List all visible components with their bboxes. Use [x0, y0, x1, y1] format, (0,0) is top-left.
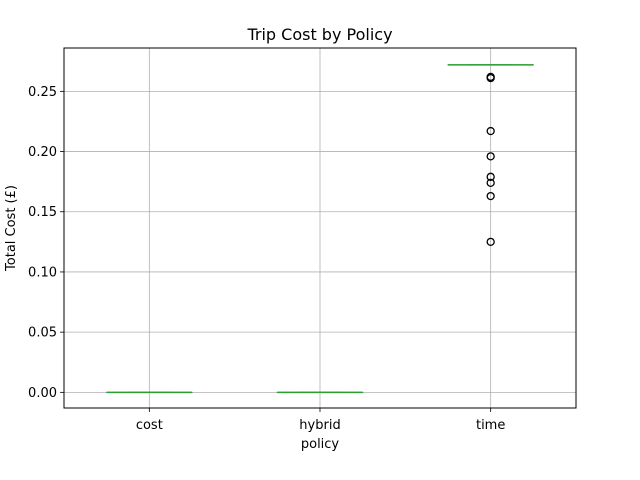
y-tick-label: 0.20: [28, 145, 57, 160]
box-time: [447, 64, 534, 246]
y-tick-label: 0.05: [28, 326, 57, 341]
boxes: [106, 64, 534, 394]
chart-title: Trip Cost by Policy: [246, 25, 392, 44]
outlier-point: [486, 178, 495, 187]
x-tick-label: cost: [136, 418, 163, 433]
outlier-point: [486, 191, 495, 201]
y-tick-label: 0.15: [28, 205, 57, 220]
outlier-point: [486, 152, 495, 161]
outlier-point: [486, 237, 495, 246]
x-tick-label: time: [476, 418, 505, 433]
axis-ticks: cost hybrid time 0.00 0.05 0.10 0.15 0.20 0.25: [28, 85, 505, 433]
x-axis-label: policy: [301, 437, 340, 452]
y-tick-label: 0.00: [28, 386, 57, 401]
y-axis-label: Total Cost (£): [4, 185, 19, 272]
x-tick-label: hybrid: [299, 418, 340, 433]
outlier-point: [486, 126, 495, 136]
outlier-point: [486, 172, 495, 181]
y-tick-label: 0.10: [28, 265, 57, 280]
y-tick-label: 0.25: [28, 85, 57, 100]
outlier-point: [486, 73, 495, 83]
